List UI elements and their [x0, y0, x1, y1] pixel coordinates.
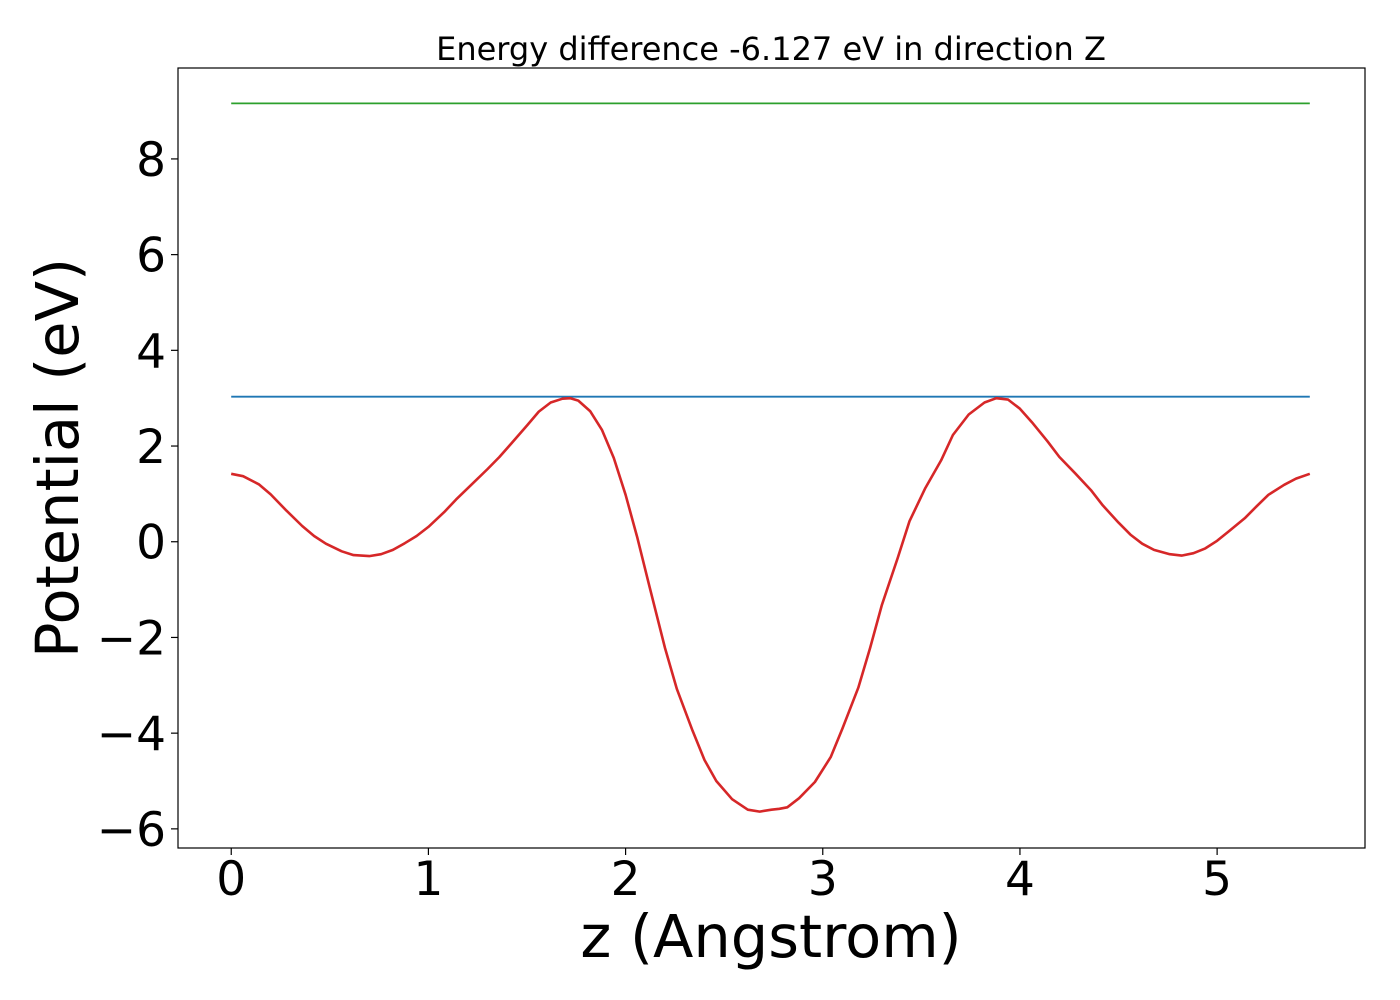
series-line-2	[230, 396, 1311, 813]
plot-area-frame	[177, 67, 1366, 849]
x-tick-label: 4	[1005, 852, 1035, 907]
series-layer	[230, 102, 1311, 813]
x-tick-label: 0	[216, 852, 246, 907]
y-tick-label: −2	[97, 611, 166, 666]
y-tick-label: −6	[97, 803, 166, 858]
x-tick-label: 5	[1202, 852, 1232, 907]
x-axis: 0 1 2 3 4 5	[216, 848, 1232, 907]
y-tick-label: 2	[136, 420, 166, 475]
y-tick-label: 6	[136, 229, 166, 284]
y-tick-label: −4	[97, 707, 166, 762]
y-axis: −6 −4 −2 0 2 4 6 8	[97, 133, 178, 858]
x-axis-label: z (Angstrom)	[580, 902, 961, 971]
x-tick-label: 2	[611, 852, 641, 907]
x-tick-label: 3	[808, 852, 838, 907]
y-tick-label: 0	[136, 516, 166, 571]
x-tick-label: 1	[413, 852, 443, 907]
y-axis-label: Potential (eV)	[23, 258, 92, 658]
chart-title: Energy difference -6.127 eV in direction…	[436, 30, 1106, 68]
y-tick-label: 4	[136, 324, 166, 379]
y-tick-label: 8	[136, 133, 166, 188]
